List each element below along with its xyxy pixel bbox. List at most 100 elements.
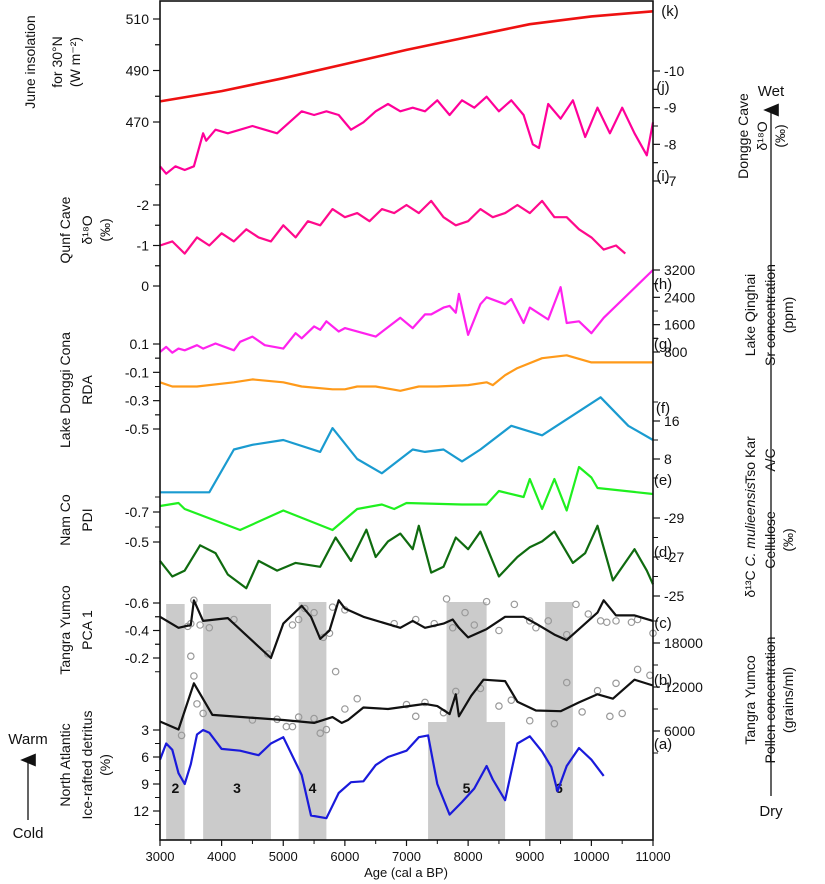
x-tick-label: 5000 bbox=[269, 849, 298, 864]
x-tick-label: 6000 bbox=[330, 849, 359, 864]
axis-title-j: δ¹⁸O bbox=[754, 121, 770, 150]
y-tick-label-i: -1 bbox=[137, 238, 150, 254]
panel-label-g: (g) bbox=[654, 336, 672, 353]
axis-title-a: North Atlantic bbox=[57, 723, 73, 806]
scatter-point-b bbox=[190, 672, 198, 680]
axis-title-prefix: δ¹³C bbox=[742, 566, 758, 597]
axis-title-e: Nam Co bbox=[57, 494, 73, 546]
y-tick-label-k: 470 bbox=[126, 114, 150, 130]
scatter-point-c bbox=[562, 630, 571, 639]
y-tick-label-d: -27 bbox=[664, 549, 684, 565]
event-label-2: 2 bbox=[172, 780, 180, 796]
panel-label-d: (d) bbox=[654, 544, 672, 561]
event-band-2 bbox=[166, 604, 185, 840]
scatter-point-c bbox=[544, 617, 553, 625]
scatter-point-b bbox=[495, 702, 503, 710]
axis-title-i: δ¹⁸O bbox=[79, 215, 95, 244]
scatter-point-b bbox=[199, 709, 207, 718]
axis-title-b: Pollen concentration bbox=[762, 637, 778, 764]
y-tick-label-j: -10 bbox=[664, 63, 684, 79]
axis-title-f: A/C bbox=[762, 448, 778, 471]
scatter-point-c bbox=[288, 621, 297, 629]
scatter-point-c bbox=[612, 617, 620, 625]
scatter-point-c bbox=[196, 621, 204, 629]
series-line-a bbox=[158, 728, 605, 820]
panel-label-f: (f) bbox=[656, 400, 670, 417]
axis-title-species: C. mulieensis bbox=[742, 482, 758, 566]
y-tick-label-e: -0.7 bbox=[125, 504, 149, 520]
panel-label-a: (a) bbox=[654, 736, 672, 753]
axis-title-h: Sr concentration bbox=[762, 264, 778, 366]
axis-title-b: (grains/ml) bbox=[780, 667, 796, 733]
y-tick-label-i: 0 bbox=[141, 278, 149, 294]
axis-title-f: Tso Kar bbox=[742, 436, 758, 484]
axis-title-a: (%) bbox=[97, 754, 113, 776]
y-tick-label-h: 1600 bbox=[664, 317, 695, 333]
axis-title-i: Qunf Cave bbox=[57, 196, 73, 263]
y-tick-label-j: -7 bbox=[664, 173, 677, 189]
x-tick-label: 9000 bbox=[515, 849, 544, 864]
y-tick-label-e: -0.5 bbox=[125, 534, 149, 550]
y-tick-label-a: 6 bbox=[141, 749, 149, 765]
y-tick-label-g: -0.1 bbox=[125, 364, 149, 380]
y-tick-label-b: 6000 bbox=[664, 723, 695, 739]
scatter-point-b bbox=[411, 712, 420, 721]
y-tick-label-a: 12 bbox=[133, 803, 149, 819]
scatter-point-c bbox=[495, 626, 503, 635]
panel-label-e: (e) bbox=[654, 472, 672, 489]
axis-title-a: Ice-rafted detritus bbox=[79, 711, 95, 820]
panel-label-i: (i) bbox=[656, 168, 669, 185]
scatter-point-c bbox=[596, 617, 605, 625]
series-line-e bbox=[159, 465, 654, 532]
axis-title-c: Tangra Yumco bbox=[57, 585, 73, 674]
scatter-point-b bbox=[331, 667, 340, 676]
event-label-3: 3 bbox=[233, 780, 241, 796]
axis-title-g: Lake Donggi Cona bbox=[57, 332, 73, 448]
scatter-point-b bbox=[562, 678, 571, 687]
y-tick-label-i: -2 bbox=[137, 197, 150, 213]
scatter-point-c bbox=[482, 597, 491, 606]
series-line-d bbox=[159, 524, 655, 590]
y-tick-label-a: 9 bbox=[141, 776, 149, 792]
y-tick-label-f: 16 bbox=[664, 413, 680, 429]
x-tick-label: 3000 bbox=[146, 849, 175, 864]
panel-label-c: (c) bbox=[654, 615, 672, 632]
scatter-point-b bbox=[310, 714, 318, 723]
event-band-5 bbox=[428, 722, 506, 840]
y-tick-label-g: -0.3 bbox=[125, 393, 149, 409]
axis-title-j: (‰) bbox=[772, 124, 788, 147]
event-band-6 bbox=[545, 602, 573, 840]
scatter-point-b bbox=[618, 709, 626, 718]
labels-layer: June insolation for 30°N (W m⁻²) (k) Dongge … bbox=[22, 3, 796, 819]
series-layer bbox=[158, 10, 655, 820]
scatter-point-c bbox=[602, 618, 611, 627]
cold-label: Cold bbox=[13, 825, 44, 842]
scatter-point-b bbox=[507, 696, 516, 705]
x-tick-label: 10000 bbox=[573, 849, 609, 864]
scatter-point-b bbox=[288, 722, 297, 731]
scatter-point-c bbox=[627, 618, 636, 627]
scatter-point-b bbox=[177, 731, 186, 740]
scatter-point-c bbox=[310, 608, 318, 617]
scatter-point-c bbox=[461, 608, 469, 617]
y-tick-label-a: 3 bbox=[141, 722, 149, 738]
axis-title-d: (‰) bbox=[780, 528, 796, 551]
y-tick-label-g: -0.5 bbox=[125, 421, 149, 437]
axis-title-d: δ¹³C C. mulieensis bbox=[742, 482, 758, 597]
event-band-3 bbox=[203, 604, 271, 840]
y-tick-label-h: 2400 bbox=[664, 289, 695, 305]
series-line-c bbox=[159, 599, 654, 660]
y-tick-label-k: 510 bbox=[126, 11, 150, 27]
scatter-point-b bbox=[612, 679, 620, 688]
axis-title-g: RDA bbox=[79, 375, 95, 405]
series-line-i bbox=[159, 199, 627, 255]
y-tick-label-c: -0.4 bbox=[125, 623, 149, 639]
y-tick-label-k: 490 bbox=[126, 63, 150, 79]
y-tick-label-d: -29 bbox=[664, 510, 684, 526]
wet-label: Wet bbox=[758, 83, 785, 100]
scatter-point-b bbox=[402, 700, 411, 709]
scatter-point-b bbox=[421, 698, 429, 707]
panel-label-b: (b) bbox=[654, 672, 672, 689]
x-tick-label: 4000 bbox=[207, 849, 236, 864]
